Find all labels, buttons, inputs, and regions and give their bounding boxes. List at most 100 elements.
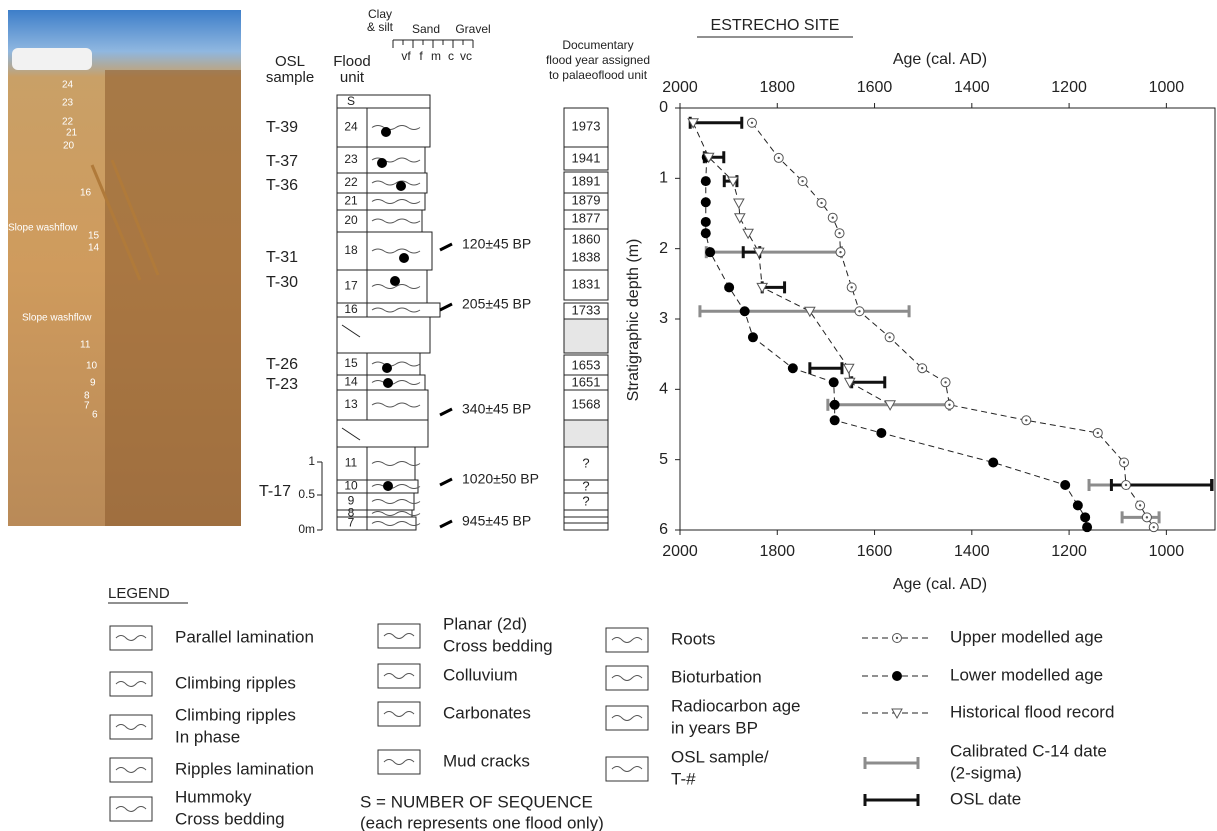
y-tick-label: 4 [659,381,668,398]
flood-year: ? [582,455,589,470]
unit-texture [371,521,421,526]
header-text: flood year assigned [546,53,650,67]
point-center [858,310,861,313]
x-tick-label-top: 2000 [662,79,698,96]
legend-box [377,701,421,727]
ladder [90,159,160,281]
x-tick-label-top: 1800 [759,79,795,96]
header-text: sample [266,69,314,86]
legend-text: Bioturbation [671,667,762,686]
point [727,176,739,188]
legend-text: Climbing ripples [175,673,296,692]
legend-glyph [383,673,415,679]
point [843,377,856,389]
point [702,152,715,164]
point [892,671,902,681]
unit-number: 18 [344,243,358,257]
legend-glyph [115,724,147,730]
point-center [850,286,853,289]
photo-label: 15 [88,231,100,242]
point [1148,522,1159,533]
point [787,363,798,374]
header-text: to palaeoflood unit [549,68,648,82]
legend-glyph [115,635,147,641]
legend-glyph [611,637,643,643]
header-text: OSL [275,53,305,70]
legend-glyph [383,759,415,765]
series-line [751,122,1155,528]
point [742,228,754,240]
photo-label: Slope washflow [22,313,92,324]
x-axis-title-top: Age (cal. AD) [893,51,987,68]
flood-year: 1651 [572,374,601,389]
point-center [1096,431,1099,435]
legend-text: T-# [671,769,696,788]
year-box [563,446,609,481]
unit-number: 24 [344,120,358,134]
series-line [705,157,1088,528]
legend-box [605,756,649,782]
point [827,212,838,223]
legend-series: Lower modelled age [950,665,1103,684]
point [892,633,902,643]
error-bar [698,305,911,318]
point-center [839,250,842,254]
point [884,400,896,411]
point-center [888,336,891,339]
header-text: Clay [368,7,392,21]
legend-glyph [611,675,643,681]
legend-note: (each represents one flood only) [360,813,604,831]
point [876,427,887,438]
legend-text: Parallel lamination [175,627,314,646]
point [773,152,784,163]
point [804,306,816,318]
point-center [1122,461,1126,464]
error-bar [1120,511,1161,524]
point [1092,427,1103,438]
photo-label: 8 [84,391,90,402]
point [700,176,711,187]
unit-number: 8 [348,506,355,520]
photo-label: 9 [90,378,96,389]
unit-texture [371,484,421,489]
photo-label: 14 [88,243,100,254]
error-bar [704,246,843,259]
point [988,457,999,468]
flood-year: 1877 [572,210,601,225]
year-box-colluvium [563,318,609,354]
legend-text: Carbonates [443,703,531,722]
legend-box [109,625,153,651]
unit-texture [371,380,421,385]
flood-year: 1733 [572,302,601,317]
point [1072,500,1083,511]
y-axis-title: Stratigraphic depth (m) [625,239,642,402]
point [700,228,711,239]
grain-label: Sand [412,22,440,36]
error-bar [850,376,887,389]
header-text: Flood [333,53,371,70]
osl-dot [399,253,409,263]
legend-series: Calibrated C-14 date [950,741,1107,760]
point [854,306,865,317]
photo-label: 6 [92,410,98,421]
point [816,197,827,208]
unit-texture [371,284,421,289]
c14-label: 205±45 BP [462,296,531,312]
unit-number: 16 [344,302,358,316]
van [12,48,92,70]
osl-sample: T-39 [266,119,298,136]
point [1120,479,1131,490]
point [829,415,840,426]
point [917,363,928,374]
flood-year: 1891 [572,173,601,188]
unit-texture [371,307,421,313]
x-tick-label: 1800 [759,543,795,560]
photo-label: 21 [66,128,78,139]
point-center [948,403,951,407]
unit-number: 21 [344,194,358,208]
unit-number: 14 [344,375,358,389]
point-center [831,216,834,219]
osl-dot [383,481,393,491]
flood-year: 1973 [572,118,601,133]
point [884,332,895,343]
